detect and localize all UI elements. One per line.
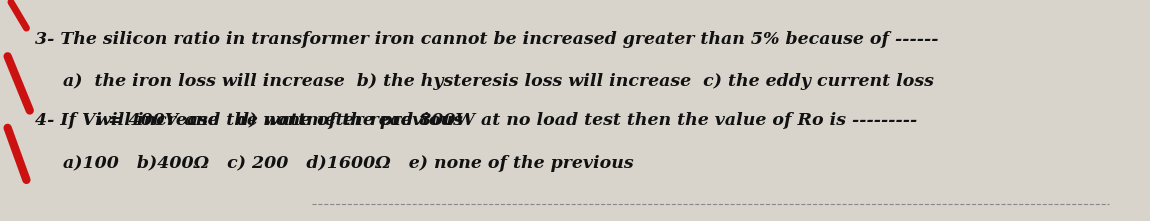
Text: 3- The silicon ratio in transformer iron cannot be increased greater than 5% bec: 3- The silicon ratio in transformer iron… xyxy=(36,31,938,48)
Text: will increase   d) none of the previous: will increase d) none of the previous xyxy=(97,112,463,129)
Text: a)  the iron loss will increase  b) the hysteresis loss will increase  c) the ed: a) the iron loss will increase b) the hy… xyxy=(63,73,934,90)
Text: 4- If Vi = 400V and the wattmeter read 800W at no load test then the value of Ro: 4- If Vi = 400V and the wattmeter read 8… xyxy=(36,112,918,129)
Text: a)100   b)400Ω   c) 200   d)1600Ω   e) none of the previous: a)100 b)400Ω c) 200 d)1600Ω e) none of t… xyxy=(63,155,634,172)
